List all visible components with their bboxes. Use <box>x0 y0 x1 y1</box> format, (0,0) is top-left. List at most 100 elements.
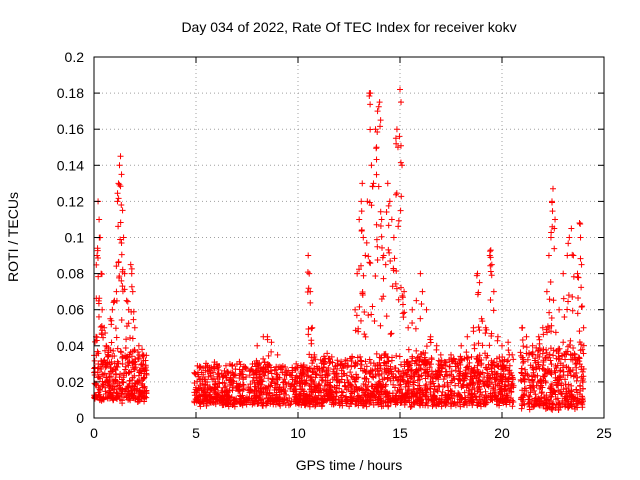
data-point <box>106 389 113 396</box>
y-tick-label: 0 <box>76 410 84 426</box>
data-point <box>330 401 337 408</box>
data-point <box>393 352 400 359</box>
data-point <box>418 366 425 373</box>
data-point <box>354 387 361 394</box>
data-point <box>396 133 403 140</box>
data-point <box>308 337 315 344</box>
data-point <box>305 331 312 338</box>
data-point <box>381 359 388 366</box>
y-tick-label: 0.04 <box>57 338 84 354</box>
data-point <box>113 389 120 396</box>
data-point <box>560 295 567 302</box>
data-point <box>240 399 247 406</box>
x-tick-label: 10 <box>290 425 306 441</box>
data-point <box>520 343 527 350</box>
data-point <box>526 393 533 400</box>
data-point <box>509 403 516 410</box>
data-point <box>256 388 263 395</box>
data-point <box>364 392 371 399</box>
data-point <box>363 363 370 370</box>
data-point <box>494 337 501 344</box>
data-point <box>409 390 416 397</box>
data-point <box>113 334 120 341</box>
data-point <box>366 356 373 363</box>
data-point <box>549 199 556 206</box>
data-point <box>359 289 366 296</box>
data-point <box>578 261 585 268</box>
data-point <box>494 370 501 377</box>
data-point <box>331 393 338 400</box>
data-point <box>573 386 580 393</box>
data-point <box>466 387 473 394</box>
data-point <box>468 353 475 360</box>
data-point <box>220 373 227 380</box>
data-point <box>543 288 550 295</box>
data-point <box>578 284 585 291</box>
data-point <box>366 259 373 266</box>
data-point <box>315 387 322 394</box>
data-point <box>132 356 139 363</box>
data-point <box>118 202 125 209</box>
data-point <box>369 373 376 380</box>
data-point <box>529 342 536 349</box>
data-point <box>476 352 483 359</box>
data-point <box>579 303 586 310</box>
data-point <box>527 389 534 396</box>
data-point <box>454 393 461 400</box>
data-point <box>575 400 582 407</box>
data-point <box>299 381 306 388</box>
data-point <box>403 370 410 377</box>
data-point <box>122 344 129 351</box>
data-point <box>548 361 555 368</box>
data-point <box>110 347 117 354</box>
data-point <box>375 371 382 378</box>
data-point <box>534 395 541 402</box>
data-point <box>457 368 464 375</box>
data-point <box>363 375 370 382</box>
data-point <box>130 366 137 373</box>
data-point <box>418 386 425 393</box>
data-point <box>262 385 269 392</box>
data-point <box>396 389 403 396</box>
data-point <box>423 399 430 406</box>
data-point <box>236 392 243 399</box>
data-point <box>448 379 455 386</box>
data-point <box>452 382 459 389</box>
data-point <box>471 385 478 392</box>
data-point <box>435 382 442 389</box>
data-point <box>348 373 355 380</box>
data-point <box>472 372 479 379</box>
data-point <box>569 356 576 363</box>
data-point <box>489 370 496 377</box>
data-point <box>505 375 512 382</box>
data-point <box>524 371 531 378</box>
y-tick-label: 0.16 <box>57 121 84 137</box>
data-point <box>549 208 556 215</box>
data-point <box>487 268 494 275</box>
data-point <box>534 400 541 407</box>
data-point <box>414 397 421 404</box>
data-point <box>122 366 129 373</box>
data-point <box>518 370 525 377</box>
data-point <box>490 307 497 314</box>
data-point <box>447 371 454 378</box>
data-point <box>141 393 148 400</box>
data-point <box>500 363 507 370</box>
data-point <box>140 374 147 381</box>
data-point <box>391 255 398 262</box>
data-point <box>236 387 243 394</box>
data-point <box>485 383 492 390</box>
data-point <box>222 362 229 369</box>
data-point <box>463 349 470 356</box>
data-point <box>496 397 503 404</box>
y-axis-label: ROTI / TECUs <box>5 192 21 282</box>
data-point <box>530 364 537 371</box>
data-point <box>579 379 586 386</box>
chart-title: Day 034 of 2022, Rate Of TEC Index for r… <box>181 19 516 35</box>
data-point <box>398 193 405 200</box>
data-point <box>475 340 482 347</box>
data-point <box>94 245 101 252</box>
data-point <box>354 270 361 277</box>
data-point <box>312 374 319 381</box>
data-point <box>377 397 384 404</box>
